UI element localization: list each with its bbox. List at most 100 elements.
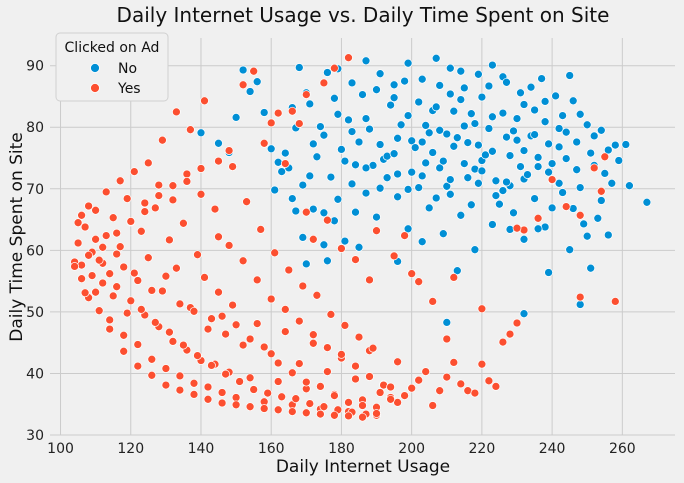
data-point-no (407, 167, 417, 177)
data-point-no (565, 245, 575, 255)
data-point-yes (133, 276, 143, 285)
data-point-yes (414, 375, 424, 385)
data-point-no (421, 121, 431, 130)
data-point-no (544, 167, 553, 177)
data-point-yes (284, 265, 294, 275)
data-point-yes (266, 294, 276, 304)
data-point-yes (179, 218, 188, 228)
data-point-yes (133, 361, 143, 371)
data-point-yes (323, 367, 332, 376)
x-tick-label: 140 (188, 441, 215, 457)
x-tick-label: 200 (398, 441, 425, 457)
data-point-no (372, 85, 381, 95)
data-point-yes (442, 372, 452, 382)
data-point-no (354, 242, 364, 252)
data-point-yes (351, 361, 360, 371)
data-point-yes (533, 213, 543, 223)
data-point-no (488, 112, 497, 122)
data-point-no (442, 129, 452, 139)
data-point-yes (147, 354, 157, 364)
data-point-yes (372, 226, 381, 236)
y-tick-label: 80 (26, 120, 44, 136)
data-point-yes (512, 318, 522, 328)
data-point-no (625, 181, 634, 191)
data-point-yes (291, 394, 301, 404)
data-point-yes (112, 282, 122, 292)
data-point-yes (477, 359, 487, 369)
data-point-yes (287, 368, 297, 378)
data-point-yes (600, 152, 610, 162)
data-point-no (547, 159, 557, 168)
x-tick-label: 220 (469, 441, 496, 457)
data-point-no (459, 159, 469, 168)
data-point-yes (344, 411, 353, 421)
data-point-no (375, 140, 385, 149)
data-point-no (547, 203, 557, 213)
data-point-yes (407, 383, 417, 393)
data-point-yes (214, 156, 223, 166)
data-point-no (375, 69, 385, 79)
data-point-yes (126, 296, 136, 306)
data-point-no (410, 143, 420, 152)
legend-label-yes: Yes (117, 81, 141, 97)
data-point-no (291, 206, 301, 216)
data-point-yes (168, 337, 178, 346)
data-point-yes (301, 207, 311, 217)
data-point-yes (77, 210, 86, 220)
data-point-no (452, 266, 462, 276)
data-point-yes (91, 205, 100, 215)
data-point-no (519, 100, 529, 109)
data-point-no (358, 90, 367, 99)
data-point-yes (228, 162, 237, 171)
data-point-yes (319, 402, 329, 412)
data-point-no (347, 127, 357, 136)
data-point-yes (242, 197, 251, 207)
data-point-yes (266, 118, 276, 128)
data-point-no (593, 213, 603, 223)
data-point-yes (365, 275, 374, 285)
data-point-yes (119, 346, 129, 356)
data-point-no (287, 194, 297, 203)
data-point-yes (140, 207, 150, 216)
data-point-no (365, 124, 374, 134)
data-point-yes (337, 244, 346, 253)
data-point-no (245, 87, 255, 96)
data-point-yes (259, 138, 269, 148)
data-point-yes (596, 186, 606, 196)
data-point-no (431, 193, 441, 203)
data-point-yes (231, 400, 241, 410)
data-point-no (502, 177, 511, 187)
data-point-no (340, 236, 350, 246)
data-point-yes (154, 180, 164, 190)
data-point-yes (252, 319, 262, 328)
data-point-no (498, 108, 508, 118)
data-point-no (214, 138, 223, 148)
data-point-yes (330, 410, 339, 420)
data-point-yes (217, 388, 227, 397)
data-point-no (270, 185, 280, 195)
data-point-yes (312, 290, 322, 300)
data-point-no (512, 135, 522, 145)
data-point-yes (330, 63, 339, 73)
data-point-yes (210, 204, 220, 214)
data-point-yes (386, 382, 395, 392)
data-point-yes (319, 78, 329, 88)
data-point-yes (182, 169, 192, 179)
data-point-yes (280, 305, 290, 314)
data-point-yes (344, 53, 353, 63)
data-point-no (565, 71, 575, 80)
data-point-yes (400, 231, 409, 240)
data-point-yes (172, 107, 181, 117)
data-point-no (491, 176, 501, 186)
data-point-no (470, 245, 480, 255)
data-point-no (533, 162, 543, 171)
data-point-no (238, 65, 248, 75)
data-point-yes (91, 287, 100, 297)
data-point-no (340, 156, 350, 166)
y-tick-label: 60 (26, 243, 44, 259)
data-point-no (502, 132, 511, 142)
data-point-yes (168, 181, 178, 191)
data-point-no (459, 83, 469, 93)
data-point-no (530, 194, 539, 203)
